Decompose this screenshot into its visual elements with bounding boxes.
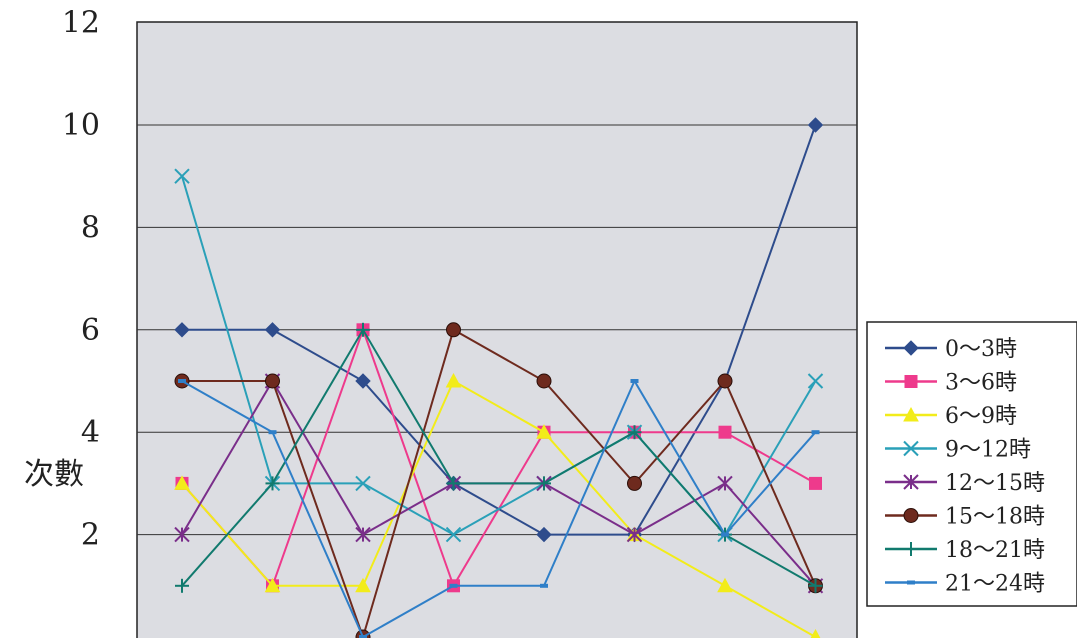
data-point [907,580,915,585]
data-point [174,475,190,490]
data-point [626,526,643,543]
data-point [174,168,190,184]
data-point [537,476,551,491]
data-point [809,476,822,490]
series-line [175,322,823,593]
legend-entry: 6～9時 [885,404,1017,429]
legend-label: 12～15時 [945,471,1045,496]
y-tick-label: 8 [81,210,100,245]
data-point [807,117,824,133]
data-point [174,526,190,543]
data-point [903,340,919,356]
data-point [359,635,367,638]
data-point [449,583,458,588]
data-point [904,375,918,388]
data-point [265,476,280,491]
data-point [717,577,733,593]
plot-area: 12 10 8 6 4 2 [62,6,858,638]
data-point [627,475,642,491]
data-point [445,526,462,543]
data-point [536,526,552,543]
series-line [178,378,820,638]
data-point [717,475,733,492]
data-point [903,440,919,457]
data-point [808,578,823,593]
data-point [807,373,824,389]
data-point [355,577,371,593]
data-point [540,583,548,588]
legend: 0～3時 3～6時 6～9時 9～12時 12～15時 15～18時 18～21時 21～24… [866,321,1077,607]
data-point [265,373,280,389]
legend-entry: 12～15時 [885,471,1045,496]
legend-entry: 15～18時 [885,505,1045,530]
data-point [264,577,281,593]
legend-entry: 3～6時 [885,371,1017,396]
legend-entry: 21～24時 [885,572,1045,597]
legend-label: 15～18時 [945,505,1045,530]
legend-label: 9～12時 [945,438,1031,463]
data-point [627,425,642,440]
data-point [264,322,281,338]
data-point [903,406,919,422]
legend-entry: 0～3時 [885,337,1017,362]
y-axis-label: 次數 [24,457,84,492]
data-point [178,379,186,383]
data-point [718,425,732,439]
data-point [355,373,371,389]
y-tick-label: 6 [81,313,100,348]
data-point [355,475,371,492]
legend-entry: 18～21時 [885,538,1045,563]
legend-label: 21～24時 [945,572,1045,597]
data-point [903,508,919,523]
data-point [536,373,552,389]
data-point [811,430,820,435]
data-point [903,474,919,490]
legend-label: 3～6時 [945,371,1017,396]
data-point [174,322,190,338]
legend-label: 6～9時 [945,404,1017,429]
data-point [904,542,918,556]
data-point [268,430,277,435]
data-point [445,372,462,388]
data-point [536,424,552,439]
legend-entry: 9～12時 [885,438,1031,463]
data-point [717,373,733,389]
legend-box [866,321,1077,607]
data-point [446,322,461,338]
y-tick-label: 4 [81,415,100,450]
y-tick-label: 10 [62,108,100,143]
legend-label: 0～3時 [945,337,1017,362]
y-tick-label: 12 [62,6,100,41]
data-point [356,322,370,337]
data-point [721,532,729,537]
data-point [175,578,189,593]
data-point [355,526,371,543]
legend-label: 18～21時 [945,538,1045,563]
data-point [810,628,821,638]
y-tick-label: 2 [81,518,100,553]
data-point [446,476,461,491]
data-point [630,379,639,383]
